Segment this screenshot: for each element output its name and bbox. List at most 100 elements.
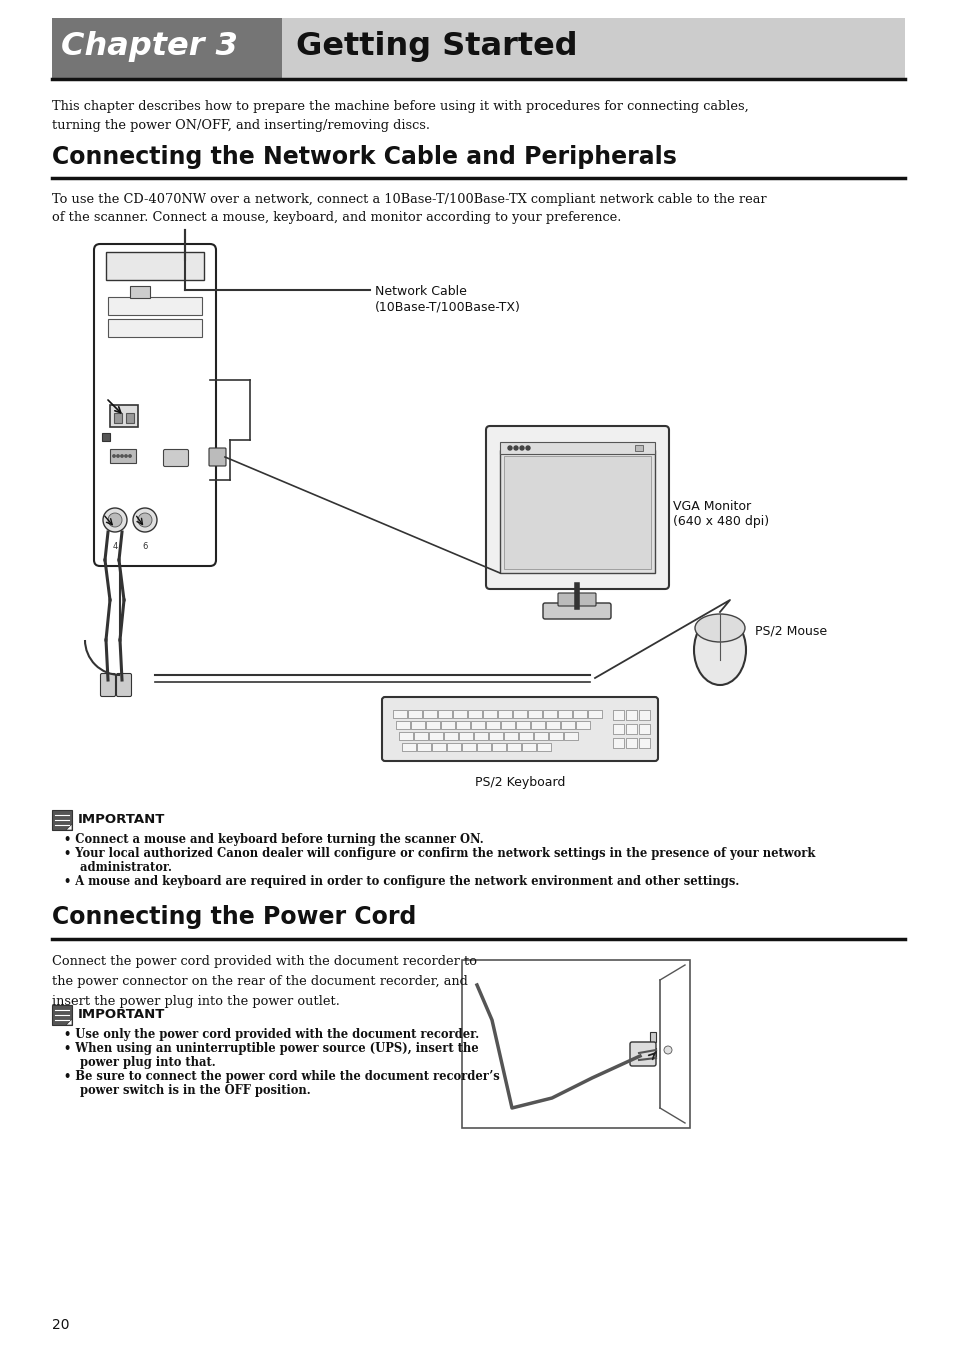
Bar [639, 724, 649, 735]
Bar [461, 960, 689, 1128]
Bar [635, 445, 642, 452]
Text: Network Cable
(10Base-T/100Base-TX): Network Cable (10Base-T/100Base-TX) [375, 284, 520, 313]
Ellipse shape [693, 615, 745, 685]
Bar [625, 724, 637, 735]
Bar [573, 710, 586, 718]
Bar [471, 721, 484, 729]
Text: • Your local authorized Canon dealer will configure or confirm the network setti: • Your local authorized Canon dealer wil… [64, 847, 815, 860]
Polygon shape [66, 1019, 71, 1024]
Text: • A mouse and keyboard are required in order to configure the network environmen: • A mouse and keyboard are required in o… [64, 875, 739, 888]
Bar [126, 412, 133, 423]
Bar [468, 710, 481, 718]
Circle shape [116, 454, 119, 457]
Bar [408, 710, 421, 718]
Text: administrator.: administrator. [71, 861, 172, 874]
Bar [613, 710, 623, 720]
Bar [563, 732, 578, 740]
Bar [613, 737, 623, 748]
Bar [411, 721, 424, 729]
Bar [398, 732, 413, 740]
Bar [545, 721, 559, 729]
FancyBboxPatch shape [94, 244, 215, 566]
Text: 4: 4 [112, 542, 117, 551]
Bar [461, 743, 476, 751]
Bar [518, 732, 533, 740]
Text: 6: 6 [142, 542, 148, 551]
Text: • Connect a mouse and keyboard before turning the scanner ON.: • Connect a mouse and keyboard before tu… [64, 833, 483, 847]
Bar [503, 732, 517, 740]
FancyBboxPatch shape [629, 1042, 656, 1066]
Bar [401, 743, 416, 751]
Text: VGA Monitor
(640 x 480 dpi): VGA Monitor (640 x 480 dpi) [672, 500, 768, 528]
Bar [422, 710, 436, 718]
Bar [437, 710, 452, 718]
Circle shape [514, 446, 517, 450]
Text: power switch is in the OFF position.: power switch is in the OFF position. [71, 1084, 311, 1097]
Bar [447, 743, 460, 751]
Bar [393, 710, 407, 718]
Bar [649, 1033, 656, 1042]
Circle shape [132, 508, 157, 532]
Polygon shape [66, 824, 71, 830]
Bar [613, 724, 623, 735]
Circle shape [507, 446, 512, 450]
Bar [587, 710, 601, 718]
FancyBboxPatch shape [558, 593, 596, 607]
Bar [499, 442, 655, 454]
Circle shape [519, 446, 523, 450]
FancyBboxPatch shape [100, 674, 115, 697]
Text: Connecting the Network Cable and Peripherals: Connecting the Network Cable and Periphe… [52, 146, 677, 168]
Text: PS/2 Keyboard: PS/2 Keyboard [475, 776, 564, 789]
Text: IMPORTANT: IMPORTANT [78, 1008, 165, 1020]
Bar [521, 743, 536, 751]
FancyBboxPatch shape [542, 603, 610, 619]
Ellipse shape [695, 613, 744, 642]
Bar [537, 743, 551, 751]
Bar [542, 710, 557, 718]
FancyBboxPatch shape [209, 448, 226, 466]
Bar [443, 732, 457, 740]
Bar [576, 721, 589, 729]
Bar [453, 710, 467, 718]
Text: power plug into that.: power plug into that. [71, 1055, 215, 1069]
Bar [534, 732, 547, 740]
Bar [429, 732, 442, 740]
Bar [426, 721, 439, 729]
Bar [440, 721, 455, 729]
Bar [106, 252, 204, 280]
Bar [414, 732, 428, 740]
Bar [560, 721, 575, 729]
Bar [456, 721, 470, 729]
Text: 20: 20 [52, 1318, 70, 1332]
Bar [548, 732, 562, 740]
Text: Getting Started: Getting Started [295, 31, 577, 62]
Text: • When using an uninterruptible power source (UPS), insert the: • When using an uninterruptible power so… [64, 1042, 478, 1055]
Bar [492, 743, 505, 751]
Text: To use the CD-4070NW over a network, connect a 10Base-T/100Base-TX compliant net: To use the CD-4070NW over a network, con… [52, 193, 766, 225]
Circle shape [129, 454, 132, 457]
Bar [52, 18, 282, 78]
Bar [476, 743, 491, 751]
Bar [527, 710, 541, 718]
FancyBboxPatch shape [163, 449, 189, 466]
Text: Connecting the Power Cord: Connecting the Power Cord [52, 905, 416, 929]
Bar [474, 732, 488, 740]
Bar [432, 743, 446, 751]
Text: • Be sure to connect the power cord while the document recorder’s: • Be sure to connect the power cord whil… [64, 1070, 499, 1082]
Bar [499, 450, 655, 573]
Bar [503, 456, 650, 569]
Bar [639, 737, 649, 748]
Circle shape [125, 454, 127, 457]
Bar [113, 412, 122, 423]
Bar [531, 721, 544, 729]
Bar [485, 721, 499, 729]
Bar [108, 319, 202, 337]
Circle shape [121, 454, 123, 457]
Bar [416, 743, 431, 751]
Circle shape [108, 514, 122, 527]
Bar [558, 710, 572, 718]
FancyBboxPatch shape [381, 697, 658, 762]
Bar [506, 743, 520, 751]
Circle shape [138, 514, 152, 527]
Bar [282, 18, 904, 78]
